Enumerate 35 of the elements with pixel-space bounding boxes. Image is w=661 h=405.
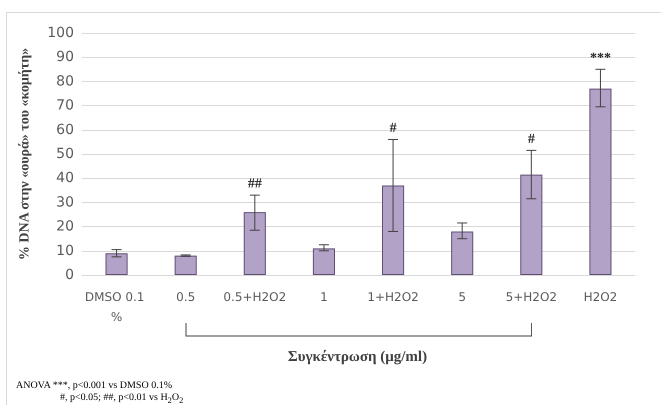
y-tick-label: 30 xyxy=(56,194,74,210)
text: #, p<0.05; ##, p<0.01 vs H$_{2}$O$_{2}$ xyxy=(60,392,184,405)
bar xyxy=(451,231,474,275)
y-tick-label: 10 xyxy=(56,242,74,259)
bar xyxy=(106,253,128,275)
y-tick-label: 80 xyxy=(56,73,74,90)
x-tick-label: H2O2 xyxy=(584,290,618,304)
y-tick-label: 60 xyxy=(56,122,74,138)
x-tick-label: 5+H2O2 xyxy=(506,290,558,304)
x-tick-label: 5 xyxy=(458,290,466,304)
y-axis-title: % DNA στην «ουρά» του «κομήτη» xyxy=(18,48,32,260)
y-tick-label: 20 xyxy=(56,218,74,235)
y-tick-label: 0 xyxy=(65,267,74,283)
y-tick-label: 70 xyxy=(56,98,74,114)
bar xyxy=(589,88,612,275)
annotation: # xyxy=(528,132,535,147)
annotation: ## xyxy=(248,176,262,192)
bar xyxy=(312,248,335,275)
bar xyxy=(174,256,197,275)
y-tick-label: 40 xyxy=(56,170,74,186)
x-tick-label: 0.5+H2O2 xyxy=(223,290,286,304)
x-tick-label: DMSO 0.1 % xyxy=(84,290,148,324)
y-tick-label: 50 xyxy=(56,146,74,162)
annotation: *** xyxy=(590,50,611,66)
bar xyxy=(520,174,542,275)
bar xyxy=(382,185,404,275)
y-tick-label: 90 xyxy=(56,49,74,66)
y-tick-label: 100 xyxy=(47,25,74,41)
annotation: # xyxy=(390,120,397,136)
bar xyxy=(244,212,266,275)
x-tick-label: 1 xyxy=(320,290,328,304)
x-tick-label: 0.5 xyxy=(176,290,196,304)
text: ANOVA ***, p<0.001 vs DMSO 0.1% xyxy=(16,380,172,391)
x-tick-label: 1+H2O2 xyxy=(367,290,419,304)
x-axis-title: Συγκέντρωση (μg/ml) xyxy=(286,349,428,366)
